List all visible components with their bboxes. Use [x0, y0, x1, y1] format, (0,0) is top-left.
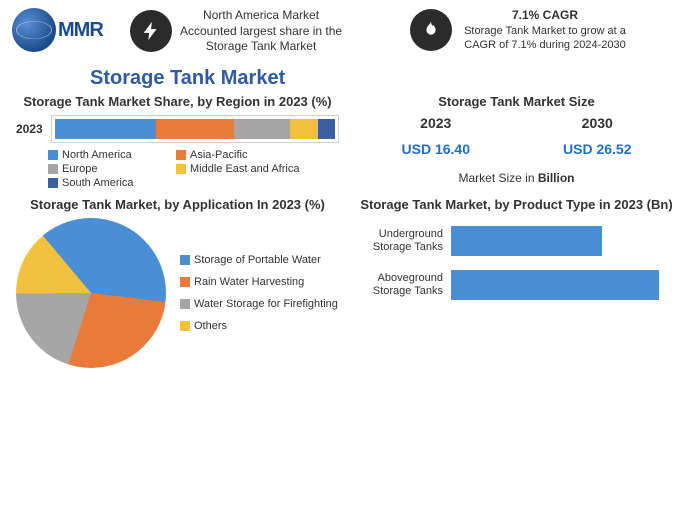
swatch-icon — [48, 164, 58, 174]
size-columns: 2023 USD 16.40 2030 USD 26.52 — [355, 115, 678, 157]
region-segment — [156, 119, 234, 139]
hbar-track — [451, 270, 678, 300]
hbar-track — [451, 226, 678, 256]
legend-item: Europe — [48, 163, 158, 175]
legend-label: Water Storage for Firefighting — [194, 298, 338, 310]
swatch-icon — [180, 321, 190, 331]
legend-item: Middle East and Africa — [176, 163, 299, 175]
info-block-region: North America Market Accounted largest s… — [130, 8, 402, 55]
swatch-icon — [180, 255, 190, 265]
logo-text: MMR — [58, 19, 103, 42]
swatch-icon — [48, 150, 58, 160]
legend-item: Storage of Portable Water — [180, 254, 338, 266]
hbar-row: Aboveground Storage Tanks — [355, 270, 678, 300]
hbar-fill — [451, 226, 602, 256]
legend-item: South America — [48, 177, 158, 189]
size-col-1: 2023 USD 16.40 — [402, 115, 470, 157]
size-panel: Storage Tank Market Size 2023 USD 16.40 … — [355, 94, 678, 189]
flame-icon — [410, 9, 452, 51]
pie-row: Storage of Portable Water Rain Water Harv… — [16, 218, 339, 368]
header-row: MMR North America Market Accounted large… — [0, 0, 694, 59]
chart-grid: Storage Tank Market Share, by Region in … — [0, 94, 694, 368]
region-segment — [234, 119, 290, 139]
hbar-label: Underground Storage Tanks — [355, 228, 451, 254]
region-segment — [290, 119, 318, 139]
region-bar-wrap: 2023 — [16, 115, 339, 143]
legend-label: Others — [194, 320, 227, 332]
hbar-label: Aboveground Storage Tanks — [355, 272, 451, 298]
product-bars: Underground Storage Tanks Aboveground Sto… — [355, 226, 678, 300]
region-segment — [55, 119, 156, 139]
application-legend: Storage of Portable Water Rain Water Harv… — [180, 254, 338, 332]
region-row-label: 2023 — [16, 122, 43, 136]
info1-line3: Storage Tank Market — [180, 39, 342, 55]
bolt-icon — [130, 10, 172, 52]
swatch-icon — [180, 277, 190, 287]
legend-label: Asia-Pacific — [190, 149, 247, 161]
swatch-icon — [180, 299, 190, 309]
legend-label: Middle East and Africa — [190, 163, 299, 175]
hbar-fill — [451, 270, 659, 300]
legend-label: Europe — [62, 163, 97, 175]
swatch-icon — [176, 164, 186, 174]
info1-line2: Accounted largest share in the — [180, 24, 342, 40]
legend-item: Rain Water Harvesting — [180, 276, 338, 288]
info-cagr-text: 7.1% CAGR Storage Tank Market to grow at… — [460, 8, 630, 52]
region-title: Storage Tank Market Share, by Region in … — [16, 94, 339, 109]
hbar-row: Underground Storage Tanks — [355, 226, 678, 256]
info-block-cagr: 7.1% CAGR Storage Tank Market to grow at… — [410, 8, 682, 52]
application-pie-chart — [16, 218, 166, 368]
region-stacked-bar — [55, 119, 335, 139]
size-col-2: 2030 USD 26.52 — [563, 115, 631, 157]
size-year-2: 2030 — [563, 115, 631, 131]
region-segment — [318, 119, 335, 139]
legend-item: Water Storage for Firefighting — [180, 298, 338, 310]
region-bar-area — [51, 115, 339, 143]
size-year-1: 2023 — [402, 115, 470, 131]
application-panel: Storage Tank Market, by Application In 2… — [16, 197, 339, 368]
region-panel: Storage Tank Market Share, by Region in … — [16, 94, 339, 189]
cagr-title: 7.1% CAGR — [460, 8, 630, 24]
region-legend: North America Asia-Pacific Europe Middle Ea… — [16, 149, 339, 189]
application-title: Storage Tank Market, by Application In 2… — [16, 197, 339, 212]
legend-label: North America — [62, 149, 132, 161]
swatch-icon — [176, 150, 186, 160]
product-panel: Storage Tank Market, by Product Type in … — [355, 197, 678, 368]
globe-icon — [12, 8, 56, 52]
product-title: Storage Tank Market, by Product Type in … — [355, 197, 678, 212]
size-note-prefix: Market Size in — [458, 171, 537, 185]
size-title: Storage Tank Market Size — [355, 94, 678, 109]
size-note: Market Size in Billion — [355, 171, 678, 185]
info1-line1: North America Market — [180, 8, 342, 24]
size-val-2: USD 26.52 — [563, 141, 631, 157]
legend-item: Asia-Pacific — [176, 149, 286, 161]
legend-item: Others — [180, 320, 338, 332]
swatch-icon — [48, 178, 58, 188]
main-title: Storage Tank Market — [0, 59, 694, 94]
cagr-body: Storage Tank Market to grow at a CAGR of… — [460, 24, 630, 53]
size-val-1: USD 16.40 — [402, 141, 470, 157]
legend-label: Rain Water Harvesting — [194, 276, 304, 288]
size-note-bold: Billion — [538, 171, 575, 185]
legend-item: North America — [48, 149, 158, 161]
legend-label: Storage of Portable Water — [194, 254, 321, 266]
info-region-text: North America Market Accounted largest s… — [180, 8, 342, 55]
legend-label: South America — [62, 177, 134, 189]
mmr-logo: MMR — [12, 8, 122, 52]
